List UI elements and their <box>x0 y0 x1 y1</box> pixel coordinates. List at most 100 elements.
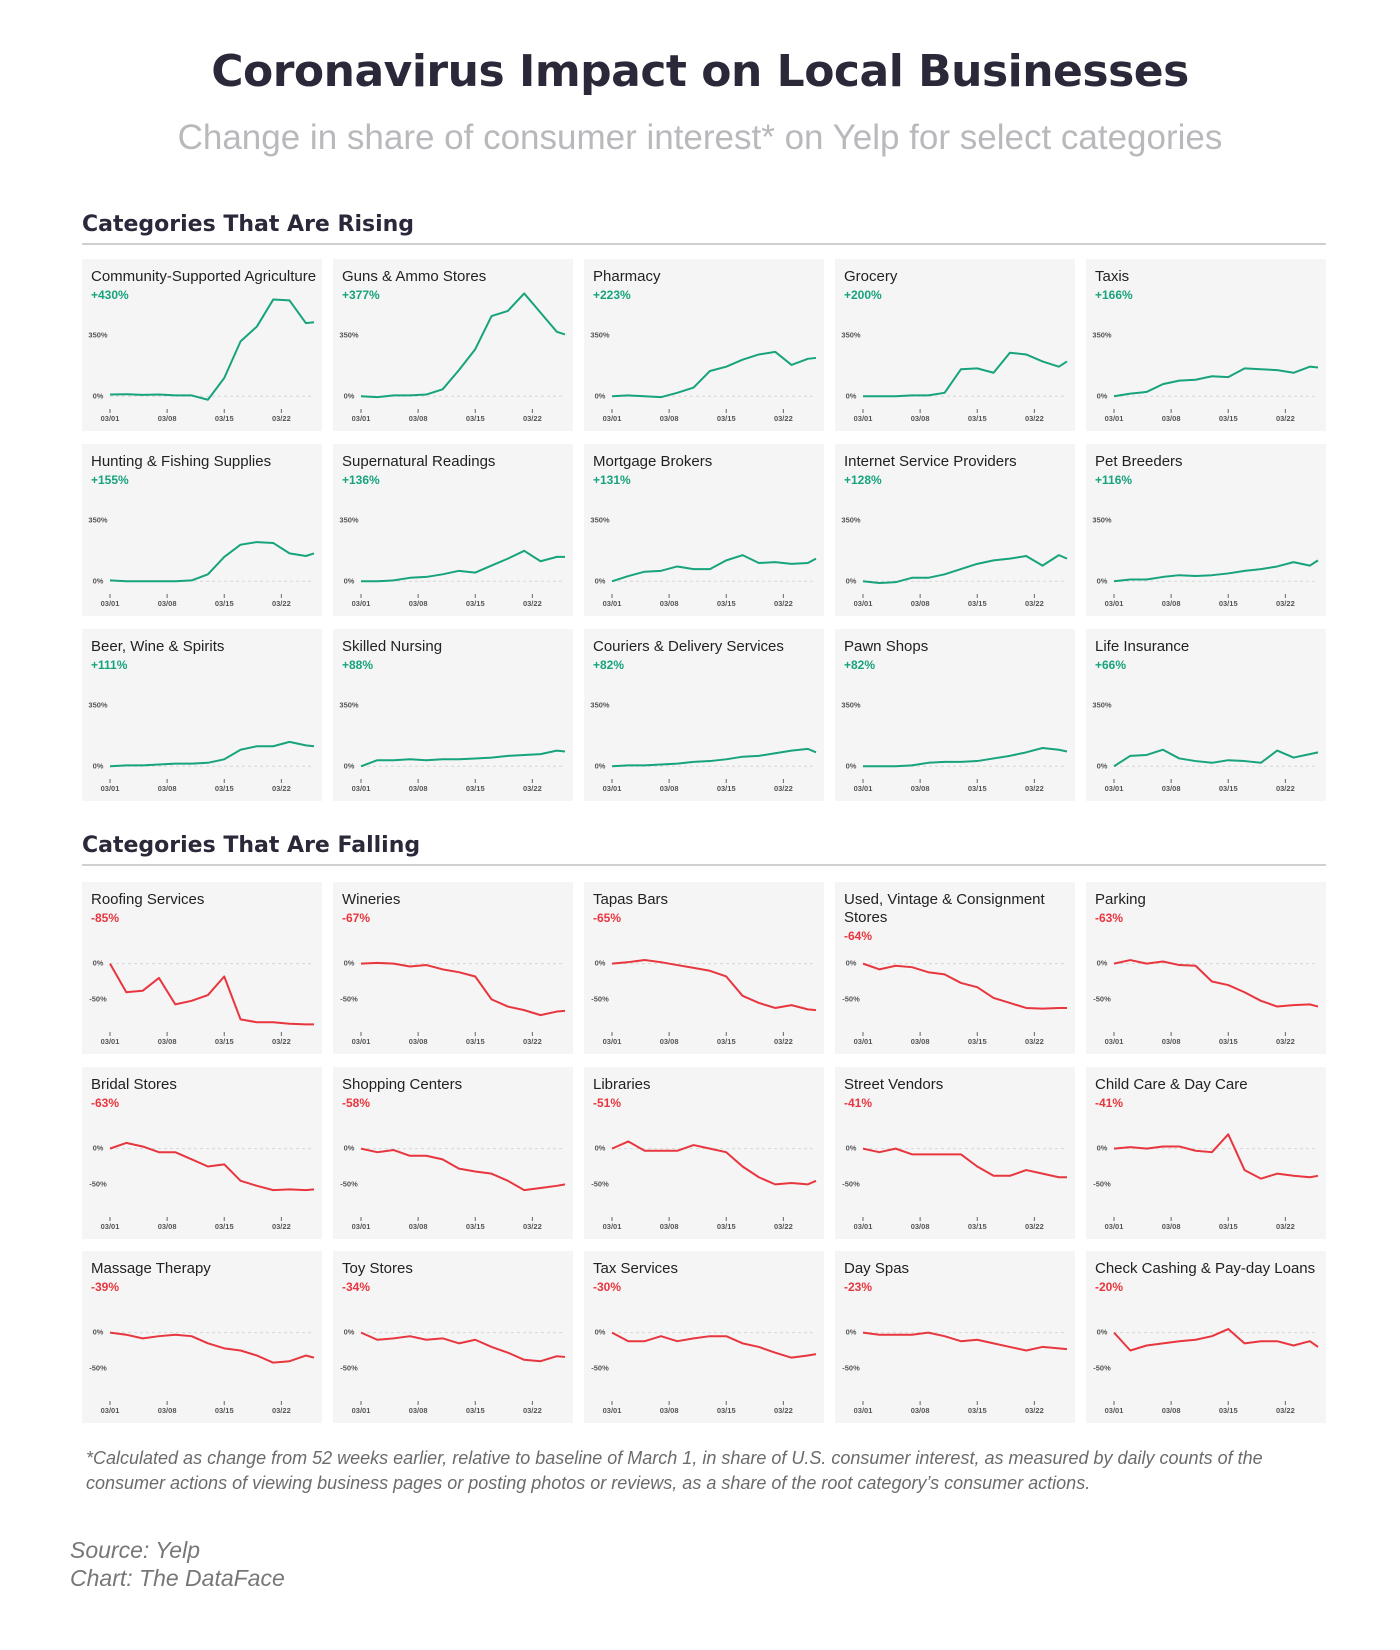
chart-title: Roofing Services <box>91 891 205 908</box>
chart: 0% -50% 03/01 03/08 03/15 03/22 <box>340 1144 566 1231</box>
chart: 0% -50% 03/01 03/08 03/15 03/22 <box>340 959 566 1046</box>
chart: 0% 350% 03/01 03/08 03/15 03/22 <box>1092 515 1319 608</box>
y-tick-label: 0% <box>595 1328 606 1337</box>
panel-text: Used, Vintage & Consignment Stores -64% <box>844 891 1070 945</box>
chart-subtitle: -23% <box>844 1280 873 1294</box>
chart: 0% 350% 03/01 03/08 03/15 03/22 <box>590 515 817 608</box>
x-tick-label: 03/15 <box>215 1222 234 1231</box>
y-tick-label: 350% <box>841 330 861 339</box>
x-tick-label: 03/01 <box>1105 1222 1124 1231</box>
x-tick-label: 03/15 <box>968 1406 987 1415</box>
data-line <box>361 549 565 583</box>
x-tick-label: 03/22 <box>774 784 793 793</box>
x-tick-label: 03/15 <box>215 1037 234 1046</box>
x-tick-label: 03/08 <box>409 1222 428 1231</box>
y-tick-label: 0% <box>595 576 606 585</box>
chart-subtitle: +377% <box>342 288 380 302</box>
data-line <box>109 1141 315 1192</box>
y-tick-label: 350% <box>1092 700 1112 709</box>
y-tick-label: -50% <box>89 1179 107 1188</box>
chart-title: Supernatural Readings <box>342 453 496 470</box>
data-line <box>1113 1133 1319 1180</box>
data-line <box>360 1147 566 1192</box>
chart-panel: 0% -50% 03/01 03/08 03/15 03/22 Parking -63% <box>1086 882 1326 1054</box>
data-line <box>611 747 817 768</box>
data-line <box>611 1140 817 1186</box>
y-tick-label: -50% <box>89 994 107 1003</box>
chart-title: Pawn Shops <box>844 638 929 655</box>
x-tick-label: 03/15 <box>717 784 736 793</box>
x-tick-label: 03/15 <box>717 1406 736 1415</box>
chart-title: Couriers & Delivery Services <box>593 638 784 655</box>
data-line <box>862 1147 1067 1179</box>
chart: 0% 350% 03/01 03/08 03/15 03/22 <box>88 298 315 423</box>
x-tick-label: 03/22 <box>523 784 542 793</box>
y-tick-label: -50% <box>842 1179 860 1188</box>
x-tick-label: 03/08 <box>158 1222 177 1231</box>
y-tick-label: 0% <box>1097 761 1108 770</box>
x-tick-label: 03/22 <box>523 1037 542 1046</box>
chart-title: Toy Stores <box>342 1260 413 1277</box>
y-tick-label: 0% <box>846 761 857 770</box>
x-tick-label: 03/08 <box>158 414 177 423</box>
credit: Chart: The DataFace <box>70 1565 285 1591</box>
chart-panel: 0% 350% 03/01 03/08 03/15 03/22 Supernatural R… <box>333 444 573 616</box>
panel-text: Street Vendors -41% <box>844 1076 1070 1112</box>
chart-panel: 0% -50% 03/01 03/08 03/15 03/22 Used, Vintage … <box>835 882 1075 1054</box>
x-tick-label: 03/01 <box>101 599 120 608</box>
chart: 0% 350% 03/01 03/08 03/15 03/22 <box>590 330 817 423</box>
x-tick-label: 03/08 <box>911 1406 930 1415</box>
chart-subtitle: -85% <box>91 911 120 925</box>
chart-title: Hunting & Fishing Supplies <box>91 453 272 470</box>
y-tick-label: 0% <box>1097 959 1108 968</box>
page-title: Coronavirus Impact on Local Businesses <box>211 46 1189 97</box>
x-tick-label: 03/08 <box>1162 1037 1181 1046</box>
y-tick-label: 0% <box>344 1144 355 1153</box>
y-tick-label: -50% <box>340 994 358 1003</box>
panel-text: Guns & Ammo Stores +377% <box>342 268 568 304</box>
chart-title: Life Insurance <box>1095 638 1190 655</box>
x-tick-label: 03/22 <box>1276 1037 1295 1046</box>
y-tick-label: 0% <box>344 576 355 585</box>
y-tick-label: 350% <box>841 700 861 709</box>
y-tick-label: 350% <box>339 700 359 709</box>
y-tick-label: 350% <box>1092 515 1112 524</box>
x-tick-label: 03/22 <box>1276 1222 1295 1231</box>
x-tick-label: 03/22 <box>272 1037 291 1046</box>
chart-subtitle: -67% <box>342 911 371 925</box>
x-tick-label: 03/01 <box>854 1037 873 1046</box>
x-tick-label: 03/15 <box>215 1406 234 1415</box>
chart-subtitle: +136% <box>342 473 380 487</box>
x-tick-label: 03/15 <box>466 1222 485 1231</box>
y-tick-label: 0% <box>846 576 857 585</box>
data-line <box>109 541 315 583</box>
chart-subtitle: +111% <box>91 658 128 672</box>
panel-text: Bridal Stores -63% <box>91 1076 317 1112</box>
panel-text: Mortgage Brokers +131% <box>593 453 819 489</box>
x-tick-label: 03/15 <box>215 599 234 608</box>
chart-title: Check Cashing & Pay-day Loans <box>1095 1260 1316 1277</box>
chart-subtitle: +66% <box>1095 658 1127 672</box>
chart: 0% 350% 03/01 03/08 03/15 03/22 <box>88 700 315 793</box>
x-tick-label: 03/08 <box>911 1222 930 1231</box>
chart: 0% 350% 03/01 03/08 03/15 03/22 <box>1092 700 1319 793</box>
x-tick-label: 03/22 <box>774 1406 793 1415</box>
chart-panel: 0% -50% 03/01 03/08 03/15 03/22 Roofing Servic… <box>82 882 322 1054</box>
x-tick-label: 03/22 <box>1276 1406 1295 1415</box>
y-tick-label: 0% <box>344 1328 355 1337</box>
panel-text: Roofing Services -85% <box>91 891 317 927</box>
panel-text: Child Care & Day Care -41% <box>1095 1076 1321 1112</box>
data-line <box>109 963 314 1026</box>
y-tick-label: 0% <box>93 1144 104 1153</box>
data-line <box>1113 1328 1319 1352</box>
x-tick-label: 03/22 <box>1025 1406 1044 1415</box>
data-line <box>1113 365 1319 398</box>
chart: 0% 350% 03/01 03/08 03/15 03/22 <box>841 330 1068 423</box>
chart-subtitle: -20% <box>1095 1280 1124 1294</box>
panel-text: Hunting & Fishing Supplies +155% <box>91 453 317 489</box>
x-tick-label: 03/01 <box>1105 599 1124 608</box>
x-tick-label: 03/15 <box>968 1037 987 1046</box>
chart-title: Pharmacy <box>593 268 661 285</box>
panel-text: Wineries -67% <box>342 891 568 927</box>
panel-text: Skilled Nursing +88% <box>342 638 568 674</box>
